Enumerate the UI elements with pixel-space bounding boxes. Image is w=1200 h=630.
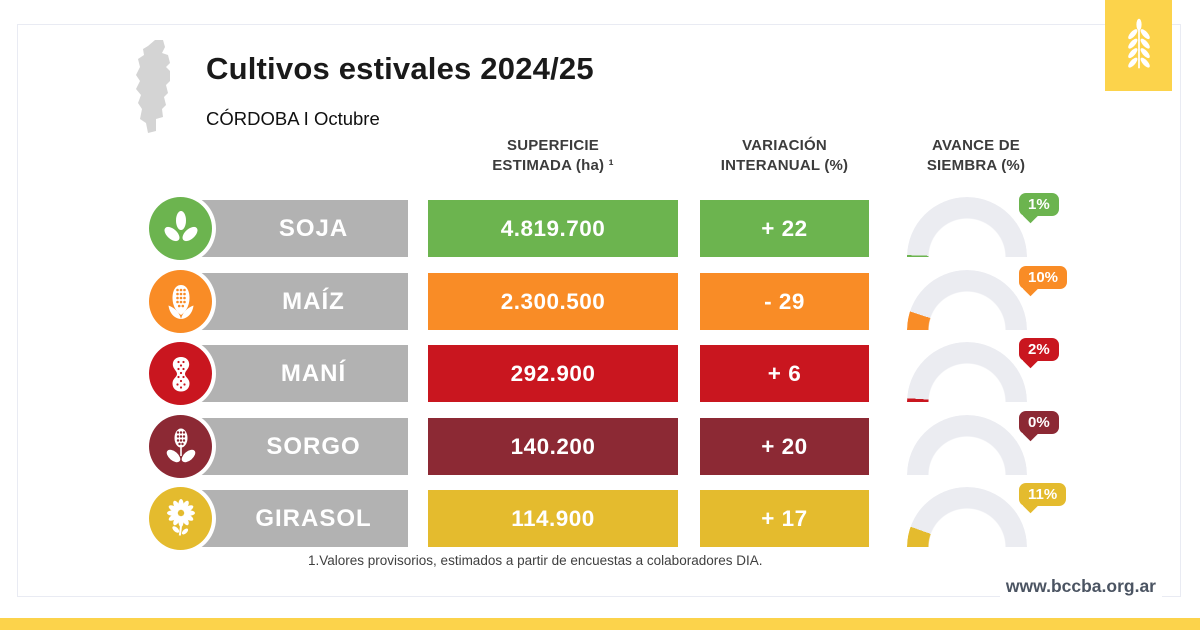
page-title: Cultivos estivales 2024/25: [206, 51, 594, 86]
variacion-value: + 6: [700, 345, 869, 402]
avance-badge: 11%: [1019, 483, 1067, 506]
avance-gauge: [907, 197, 1027, 257]
crop-row-mani: MANÍ 292.900 + 6 2%: [18, 338, 1180, 405]
wheat-icon: [1127, 18, 1150, 69]
sunflower-icon: [149, 487, 212, 550]
soybean-sprout-icon: [149, 197, 212, 260]
footnote: 1.Valores provisorios, estimados a parti…: [308, 553, 763, 568]
crop-row-girasol: GIRASOL: [18, 483, 1180, 550]
avance-gauge: [907, 342, 1027, 402]
avance-gauge: [907, 487, 1027, 547]
crop-name-label: MANÍ: [280, 359, 347, 387]
bccba-logo: [1105, 0, 1172, 91]
avance-gauge: [907, 270, 1027, 330]
corn-icon: [149, 270, 212, 333]
column-header-line: SUPERFICIE: [506, 137, 599, 154]
variacion-value: + 17: [700, 490, 869, 547]
crop-row-sorgo: SORGO 140.200 + 20 0%: [18, 411, 1180, 478]
superficie-value: 140.200: [428, 418, 678, 475]
column-header-line: SIEMBRA (%): [926, 157, 1026, 174]
crop-name-label: SORGO: [266, 432, 361, 460]
superficie-value: 2.300.500: [428, 273, 678, 330]
cordoba-map-icon: [136, 40, 170, 133]
avance-badge: 10%: [1019, 266, 1068, 289]
superficie-value: 4.819.700: [428, 200, 678, 257]
crop-row-maiz: MAÍZ 2.300.500 - 29 10%: [18, 266, 1180, 333]
avance-gauge: [907, 415, 1027, 475]
avance-badge: 1%: [1019, 193, 1059, 216]
content-card: Cultivos estivales 2024/25 CÓRDOBA I Oct…: [17, 24, 1181, 597]
crop-name-bar: GIRASOL: [179, 490, 408, 547]
column-header-line: VARIACIÓN: [742, 137, 827, 154]
crop-row-soja: SOJA 4.819.700 + 22 1%: [18, 193, 1180, 260]
variacion-value: - 29: [700, 273, 869, 330]
crop-name-label: GIRASOL: [255, 504, 372, 532]
column-header-line: INTERANUAL (%): [720, 157, 849, 174]
column-header-line: ESTIMADA (ha) ¹: [492, 157, 614, 174]
crop-name-bar: SOJA: [179, 200, 408, 257]
crop-name-label: MAÍZ: [282, 287, 345, 315]
crop-name-bar: MANÍ: [179, 345, 408, 402]
avance-badge: 0%: [1019, 411, 1059, 434]
peanut-icon: [149, 342, 212, 405]
superficie-value: 114.900: [428, 490, 678, 547]
sorghum-icon: [149, 415, 212, 478]
superficie-value: 292.900: [428, 345, 678, 402]
variacion-value: + 22: [700, 200, 869, 257]
website-url: www.bccba.org.ar: [999, 574, 1162, 599]
brand-bottom-bar: [0, 618, 1200, 630]
crop-name-bar: MAÍZ: [179, 273, 408, 330]
avance-badge: 2%: [1019, 338, 1059, 361]
variacion-value: + 20: [700, 418, 869, 475]
subtitle: CÓRDOBA I Octubre: [206, 108, 380, 129]
column-header-variacion: VARIACIÓN INTERANUAL (%): [700, 136, 869, 176]
column-header-line: AVANCE DE: [932, 137, 1020, 154]
column-header-superficie: SUPERFICIE ESTIMADA (ha) ¹: [428, 136, 678, 176]
crop-name-bar: SORGO: [179, 418, 408, 475]
crop-name-label: SOJA: [278, 214, 349, 242]
column-header-avance: AVANCE DE SIEMBRA (%): [886, 136, 1066, 176]
